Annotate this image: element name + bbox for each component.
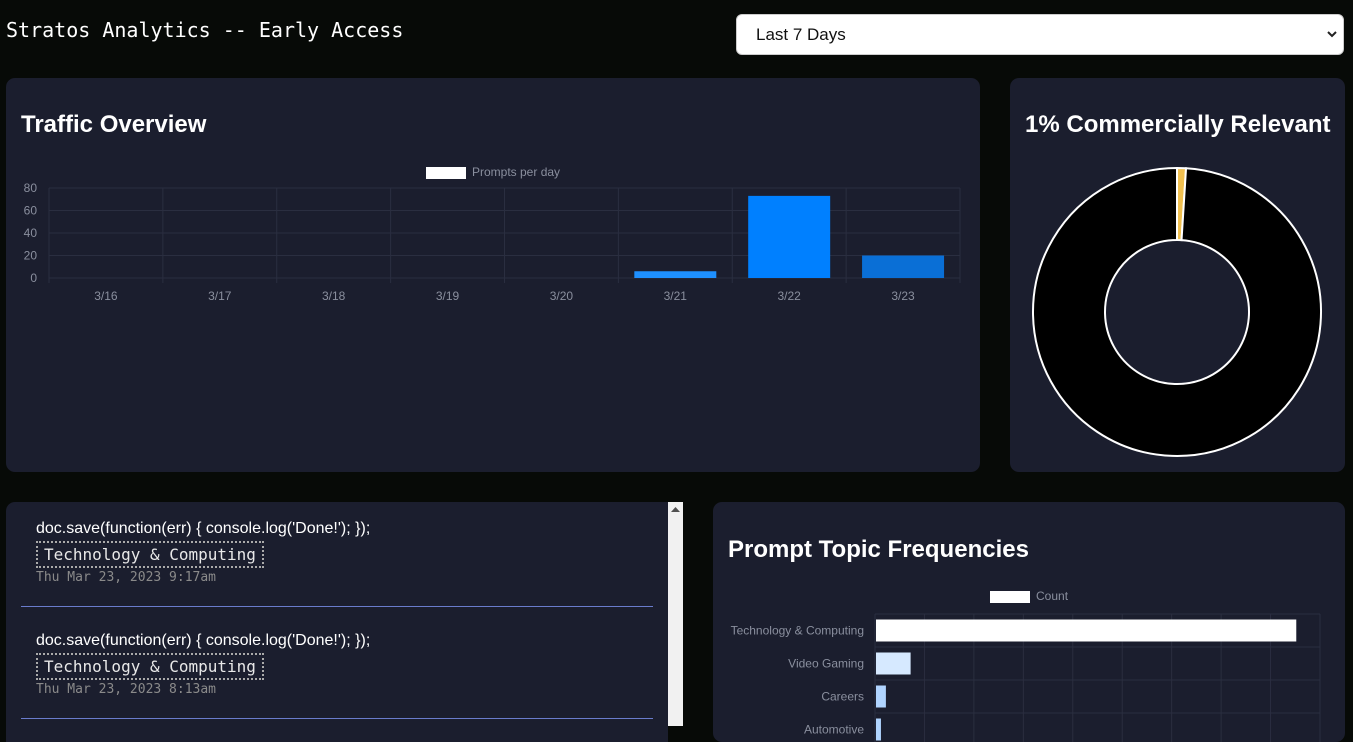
feed-divider [21, 718, 653, 719]
commercial-relevance-card: 1% Commercially Relevant [1010, 78, 1345, 472]
y-tick-label: Technology & Computing [731, 624, 864, 638]
commercial-doughnut-chart [1032, 166, 1322, 457]
x-tick-label: 3/17 [208, 289, 232, 303]
legend-swatch [990, 591, 1030, 603]
x-tick-label: 3/18 [322, 289, 346, 303]
chevron-down-icon [1327, 31, 1337, 38]
bar [748, 195, 831, 278]
topic-frequencies-bar-chart: Count Technology & Computing Video Gaming C… [731, 589, 1321, 742]
bar [876, 685, 886, 708]
traffic-overview-title: Traffic Overview [21, 111, 207, 138]
feed-scrollbar[interactable] [668, 502, 683, 726]
bar [876, 718, 881, 741]
traffic-overview-card: Traffic Overview Prompts per day 0 20 40 60 8… [6, 78, 980, 472]
bar [862, 255, 945, 278]
feed-prompt-text: doc.save(function(err) { console.log('Do… [36, 632, 371, 649]
bar [634, 271, 717, 278]
feed-prompt-text: doc.save(function(err) { console.log('Do… [36, 520, 371, 537]
legend-label: Count [1036, 589, 1069, 603]
commercial-relevance-title: 1% Commercially Relevant [1025, 111, 1331, 138]
y-tick-label: 0 [30, 271, 37, 285]
bar [876, 619, 1297, 642]
y-tick-label: 20 [24, 249, 38, 263]
date-range-select[interactable]: Last 7 Days [736, 14, 1344, 55]
bar [876, 652, 911, 675]
feed-timestamp: Thu Mar 23, 2023 9:17am [36, 570, 217, 585]
date-range-value: Last 7 Days [756, 24, 846, 44]
y-tick-label: 80 [24, 181, 38, 195]
x-tick-label: 3/19 [436, 289, 460, 303]
feed-topic-tag[interactable]: Technology & Computing [36, 541, 264, 568]
scroll-up-arrow-icon[interactable] [671, 506, 680, 513]
x-tick-label: 3/16 [94, 289, 118, 303]
app-title: Stratos Analytics -- Early Access [6, 18, 404, 42]
x-tick-label: 3/21 [664, 289, 688, 303]
topic-frequencies-title: Prompt Topic Frequencies [728, 536, 1029, 563]
x-tick-label: 3/22 [778, 289, 802, 303]
y-tick-label: Careers [821, 690, 864, 704]
feed-timestamp: Thu Mar 23, 2023 8:13am [36, 682, 217, 697]
feed-topic-tag[interactable]: Technology & Computing [36, 653, 264, 680]
prompt-feed[interactable]: doc.save(function(err) { console.log('Do… [6, 502, 668, 742]
y-tick-label: 40 [24, 226, 38, 240]
y-tick-label: Video Gaming [788, 657, 864, 671]
feed-divider [21, 606, 653, 607]
topic-frequencies-card: Prompt Topic Frequencies Count Technology… [713, 502, 1345, 742]
x-tick-label: 3/23 [891, 289, 915, 303]
y-tick-label: 60 [24, 204, 38, 218]
traffic-bar-chart: Prompts per day 0 20 40 60 80 3/16 3/17 3/18 3/19… [24, 165, 961, 303]
legend-label: Prompts per day [472, 165, 560, 179]
doughnut-slice [1032, 166, 1322, 457]
x-tick-label: 3/20 [550, 289, 574, 303]
legend-swatch [426, 167, 466, 179]
y-tick-label: Automotive [804, 723, 864, 737]
